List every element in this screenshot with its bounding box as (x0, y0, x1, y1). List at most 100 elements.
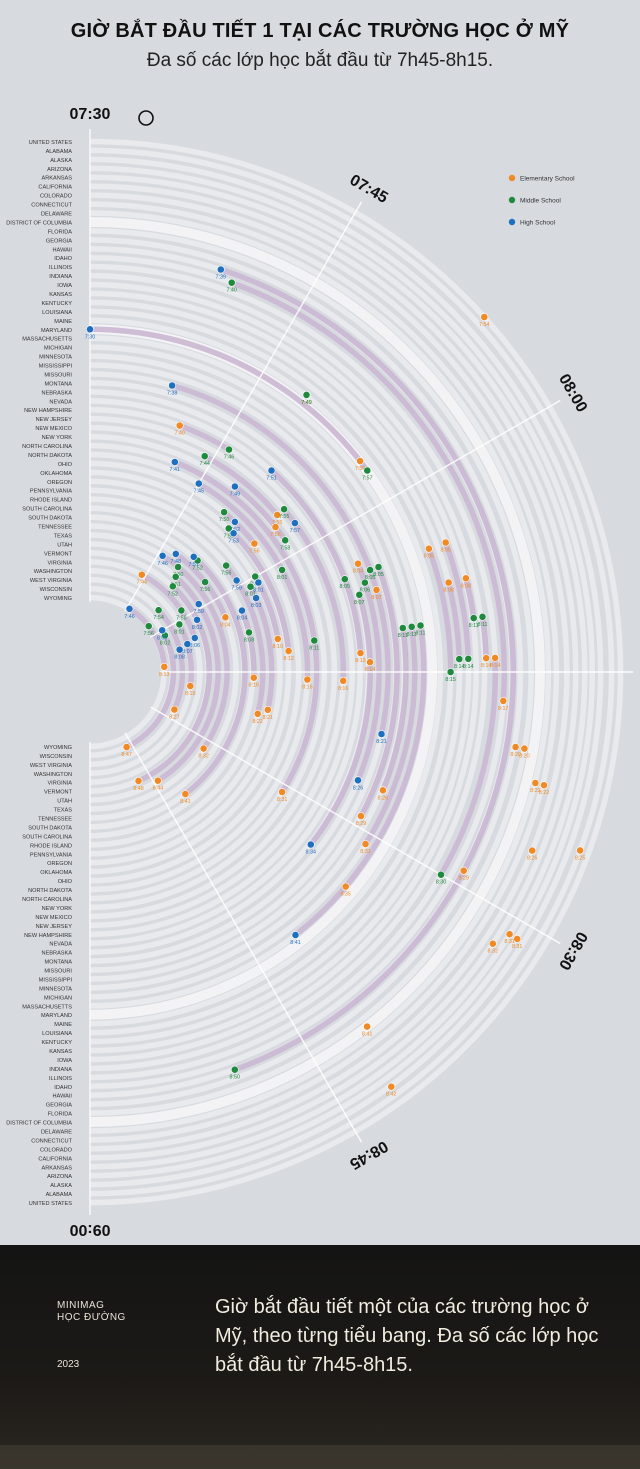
state-label-bottom: MONTANA (44, 960, 72, 966)
legend-label-H: High School (520, 220, 556, 227)
data-point (254, 578, 263, 587)
tick-label-08-30: 08:30 (555, 929, 590, 973)
data-point (407, 622, 416, 631)
range-band (281, 507, 347, 681)
data-point (505, 930, 514, 939)
data-point (446, 668, 455, 676)
clock-icon (138, 110, 154, 126)
data-point (528, 846, 537, 855)
data-label: 8:11 (407, 632, 417, 638)
state-label-top: WYOMING (44, 596, 72, 602)
state-label-top: NEW JERSEY (36, 417, 73, 423)
range-band (125, 628, 177, 750)
state-label-top: MICHIGAN (44, 346, 72, 352)
data-label: 8:26 (353, 785, 364, 791)
state-label-bottom: MASSACHUSETTS (22, 1004, 72, 1010)
data-point (437, 870, 445, 879)
state-label-bottom: DELAWARE (41, 1130, 72, 1136)
data-label: 8:34 (306, 850, 317, 856)
state-label-bottom: CONNECTICUT (31, 1138, 72, 1144)
data-point (372, 586, 381, 594)
data-point (170, 705, 179, 714)
data-point (271, 523, 280, 531)
data-label: 8:06 (360, 588, 371, 594)
data-label: 7:52 (192, 566, 203, 572)
data-label: 8:25 (575, 855, 586, 861)
legend-label-E: Elementary School (520, 176, 575, 183)
state-label-top: CONNECTICUT (31, 203, 72, 209)
state-label-bottom: ARIZONA (47, 1174, 72, 1180)
data-label: 7:51 (266, 476, 277, 482)
range-band (176, 623, 195, 687)
data-label: 8:13 (355, 658, 366, 664)
data-label: 8:47 (121, 752, 132, 758)
range-band (89, 326, 370, 473)
data-point (377, 730, 386, 738)
range-band (239, 609, 257, 678)
data-label: 8:03 (251, 603, 262, 609)
state-label-bottom: VERMONT (44, 790, 73, 796)
data-label: 7:40 (174, 431, 185, 437)
data-point (291, 931, 300, 939)
tick-label-08-15: 08:15 (639, 652, 640, 693)
state-label-top: RHODE ISLAND (30, 498, 72, 504)
data-point (193, 615, 201, 624)
data-label: 8:20 (510, 752, 521, 758)
data-label: 8:11 (469, 623, 479, 629)
state-label-bottom: NEW JERSEY (36, 924, 73, 930)
data-label: 8:22 (539, 790, 550, 796)
data-point (339, 676, 348, 685)
data-label: 8:05 (440, 548, 451, 554)
data-point (398, 624, 407, 632)
data-label: 8:50 (230, 1075, 241, 1081)
state-label-top: UNITED STATES (29, 140, 73, 146)
state-label-bottom: UNITED STATES (29, 1201, 73, 1207)
state-label-top: VERMONT (44, 551, 73, 557)
data-label: 8:01 (174, 629, 185, 635)
tick-label-07-45: 07:45 (347, 172, 391, 207)
state-label-bottom: VIRGINIA (47, 781, 72, 787)
data-point (230, 518, 239, 526)
data-point (252, 594, 260, 602)
data-label: 8:11 (309, 646, 319, 652)
data-label: 7:53 (228, 538, 239, 544)
tick-label-08-45: 08:45 (347, 1137, 391, 1172)
data-point (363, 466, 372, 475)
data-point (520, 744, 529, 753)
state-label-bottom: DISTRICT OF COLUMBIA (6, 1121, 72, 1127)
data-point (86, 325, 94, 334)
state-label-bottom: NEVADA (49, 942, 72, 948)
data-point (183, 640, 192, 648)
data-label: 8:21 (263, 715, 274, 721)
state-label-bottom: INDIANA (49, 1067, 72, 1073)
state-label-bottom: OREGON (47, 861, 72, 867)
data-point (227, 278, 236, 287)
data-point (267, 466, 276, 475)
data-label: 8:31 (512, 944, 523, 950)
data-point (253, 709, 262, 718)
data-label: 8:06 (190, 643, 201, 649)
state-label-bottom: KENTUCKY (42, 1040, 73, 1046)
state-label-top: DELAWARE (41, 212, 72, 218)
state-label-bottom: FLORIDA (48, 1112, 73, 1118)
data-point (360, 578, 369, 587)
state-label-top: IDAHO (54, 256, 72, 262)
data-label: 7:59 (231, 585, 242, 591)
data-label: 8:14 (463, 664, 474, 670)
data-point (531, 779, 540, 787)
data-point (366, 566, 374, 574)
data-label: 7:52 (223, 533, 234, 539)
state-label-top: OREGON (47, 480, 72, 486)
data-label: 8:44 (153, 786, 164, 792)
state-label-bottom: MAINE (54, 1022, 72, 1028)
data-point (190, 634, 199, 642)
tick-label-07-30: 07:30 (70, 106, 111, 123)
state-label-top: UTAH (57, 542, 72, 548)
data-label: 7:46 (157, 561, 168, 567)
state-label-top: MINNESOTA (39, 355, 72, 361)
data-point (306, 840, 315, 849)
state-label-bottom: IDAHO (54, 1085, 72, 1091)
data-point (441, 538, 450, 547)
state-label-bottom: WYOMING (44, 745, 72, 751)
data-point (378, 786, 387, 795)
